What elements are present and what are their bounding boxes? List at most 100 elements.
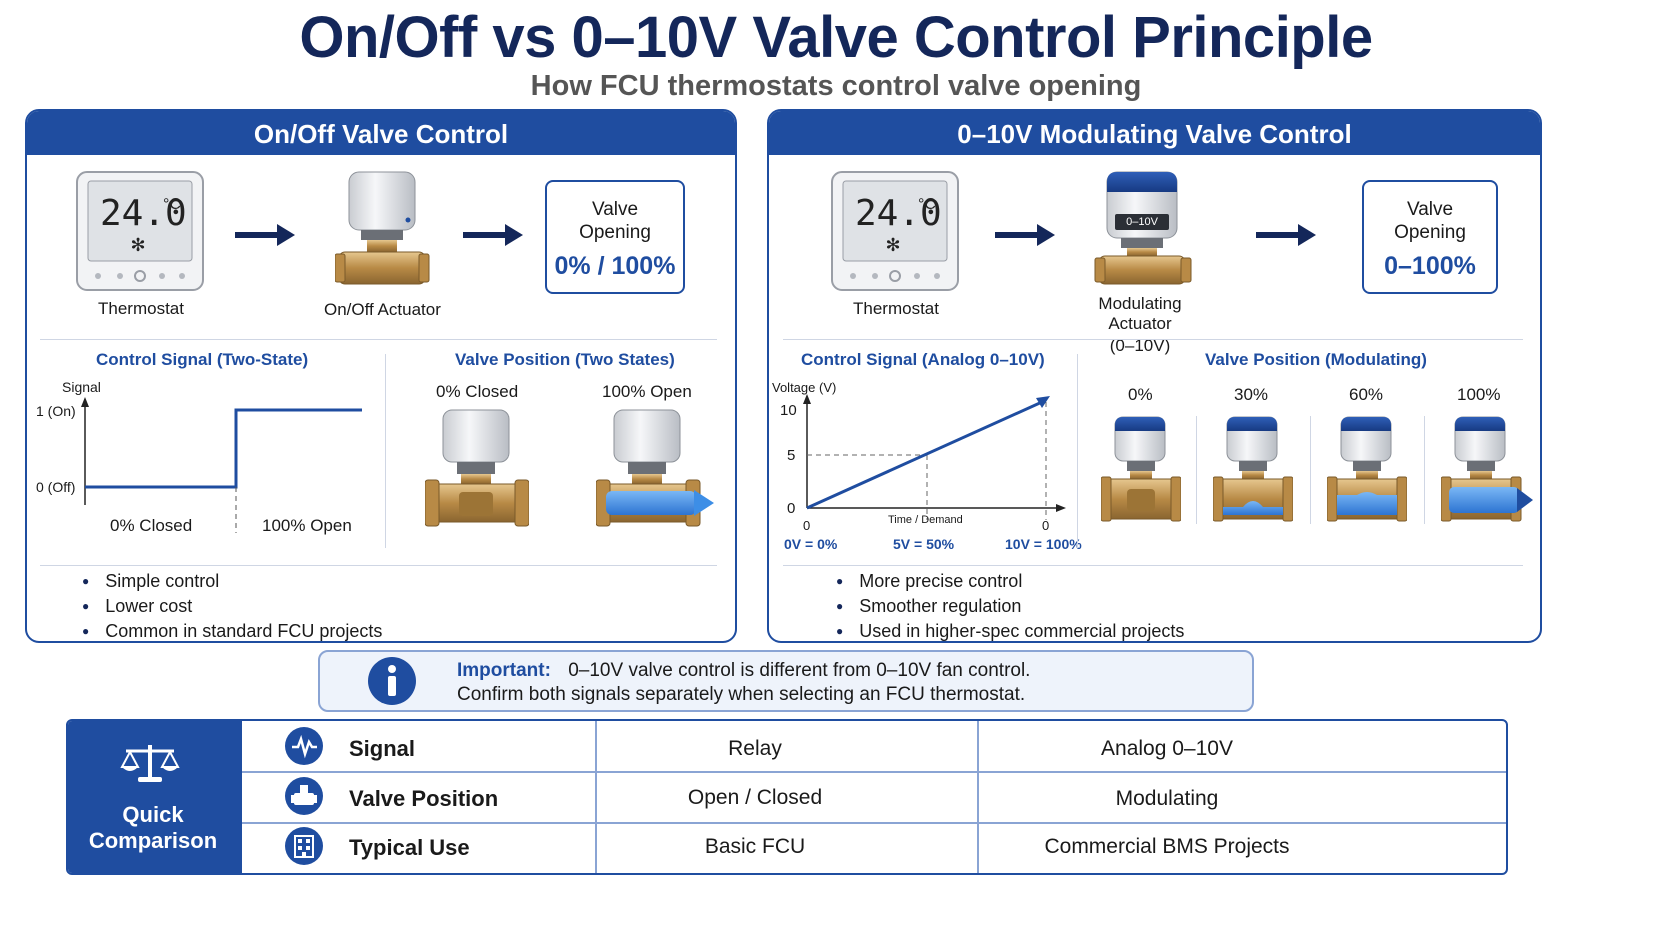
thermostat-icon: ✻ [831,171,959,291]
important-note [318,650,1254,712]
quick-comparison-table [66,719,1508,875]
mapping-label: 0V = 0% [784,536,838,552]
bullet-item: Simple control [82,570,382,595]
y-tick: 10 [780,402,797,419]
opening-value: 0–100% [1384,252,1476,280]
cell-use-modulating: Commercial BMS Projects [1044,835,1290,858]
signal-axis-label: Signal [62,379,101,395]
onoff-signal-heading: Control Signal (Two-State) [96,350,309,369]
position-label: 0% [1128,385,1153,404]
thermostat-unit: °C [918,196,936,213]
opening-value: 0% / 100% [554,252,676,280]
svg-text:✻: ✻ [885,235,900,256]
divider [1196,416,1197,524]
x-tick-end: 0 [1042,518,1050,533]
bullet-item: Lower cost [82,595,382,620]
cell-signal-onoff: Relay [728,737,782,760]
actuator-label-line1: Modulating Actuator [1098,294,1182,333]
y-tick: 0 [787,500,796,517]
bullet-item: Smoother regulation [836,595,1184,620]
important-text: Important: 0–10V valve control is differ… [457,659,1030,707]
thermostat-unit: °C [163,196,181,213]
modulating-actuator-label: Modulating Actuator (0–10V) [1065,294,1215,356]
divider [40,339,717,340]
opening-label-1: Valve [1406,199,1454,220]
divider [783,565,1523,566]
important-label: Important: [457,660,551,681]
actuator-label-line2: (0–10V) [1109,336,1171,355]
position-label: 60% [1349,385,1384,404]
opening-label-2: Opening [1394,222,1466,243]
position-label: 100% [1457,385,1501,404]
divider [1077,354,1078,548]
quick-title-line2: Comparison [88,828,218,853]
row-label-valve-position: Valve Position [349,786,499,811]
off-label: 0 (Off) [36,479,76,495]
page-title: On/Off vs 0–10V Valve Control Principle [299,5,1373,70]
onoff-bullets: Simple control Lower cost Common in stan… [82,570,382,645]
pulse-icon [285,727,323,765]
onoff-actuator-icon [334,170,431,295]
y-axis-label: Voltage (V) [772,380,837,395]
onoff-actuator-label: On/Off Actuator [324,300,441,319]
opening-label-1: Valve [591,199,639,220]
mapping-label: 5V = 50% [893,536,955,552]
scales-icon [120,741,180,790]
arrow-right-icon [995,222,1057,253]
arrow-right-icon [463,222,525,253]
cell-signal-modulating: Analog 0–10V [1101,737,1233,760]
bullet-item: More precise control [836,570,1184,595]
valve-0-icon [1100,415,1182,532]
valve-100-icon [1440,415,1537,532]
position-open-label: 100% Open [602,382,692,401]
cell-position-modulating: Modulating [1115,787,1219,810]
analog-signal-chart [770,380,1070,525]
closed-label: 0% Closed [110,516,193,535]
valve-open-icon [595,408,718,535]
x-axis-label: Time / Demand [888,514,963,526]
bullet-item: Common in standard FCU projects [82,620,382,645]
valve-closed-icon [424,408,530,535]
modulating-panel-heading: 0–10V Modulating Valve Control [769,111,1540,155]
onoff-position-heading: Valve Position (Two States) [455,350,675,369]
thermostat-display: 24.0 [100,193,187,234]
building-icon [285,827,323,865]
arrow-right-icon [1256,222,1318,253]
opening-label-2: Opening [579,222,651,243]
valve-30-icon [1212,415,1294,532]
valve-60-icon [1326,415,1408,532]
quick-comparison-title: Quick Comparison [66,802,240,854]
row-label-signal: Signal [349,736,416,761]
important-line1: 0–10V valve control is different from 0–… [568,660,1031,681]
quick-comparison-header [68,721,242,873]
page-subtitle: How FCU thermostats control valve openin… [530,70,1142,102]
thermostat-display: 24.0 [855,193,942,234]
thermostat-icon: ✻ [76,171,204,291]
bullet-item: Used in higher-spec commercial projects [836,620,1184,645]
onoff-panel-heading: On/Off Valve Control [27,111,735,155]
actuator-badge: 0–10V [1126,216,1158,228]
modulating-valve-opening-box: Valve Opening 0–100% [1362,180,1498,294]
divider [385,354,386,548]
divider [1424,416,1425,524]
position-label: 30% [1234,385,1269,404]
arrow-right-icon [235,222,297,253]
modulating-actuator-icon [1093,170,1193,295]
onoff-signal-chart [30,375,375,540]
modulating-signal-heading: Control Signal (Analog 0–10V) [801,350,1045,369]
info-icon [367,656,417,711]
quick-title-line1: Quick [122,802,184,827]
thermostat-label: Thermostat [98,299,184,318]
cell-use-onoff: Basic FCU [704,835,806,858]
mapping-label: 10V = 100% [1005,536,1082,552]
valve-icon [285,777,323,815]
x-tick-start: 0 [803,518,811,533]
on-label: 1 (On) [36,403,76,419]
open-label: 100% Open [262,516,352,535]
cell-position-onoff: Open / Closed [687,786,823,809]
position-closed-label: 0% Closed [436,382,519,401]
thermostat-label: Thermostat [853,299,939,318]
divider [40,565,717,566]
y-tick: 5 [787,447,796,464]
important-line2: Confirm both signals separately when sel… [457,684,1026,705]
